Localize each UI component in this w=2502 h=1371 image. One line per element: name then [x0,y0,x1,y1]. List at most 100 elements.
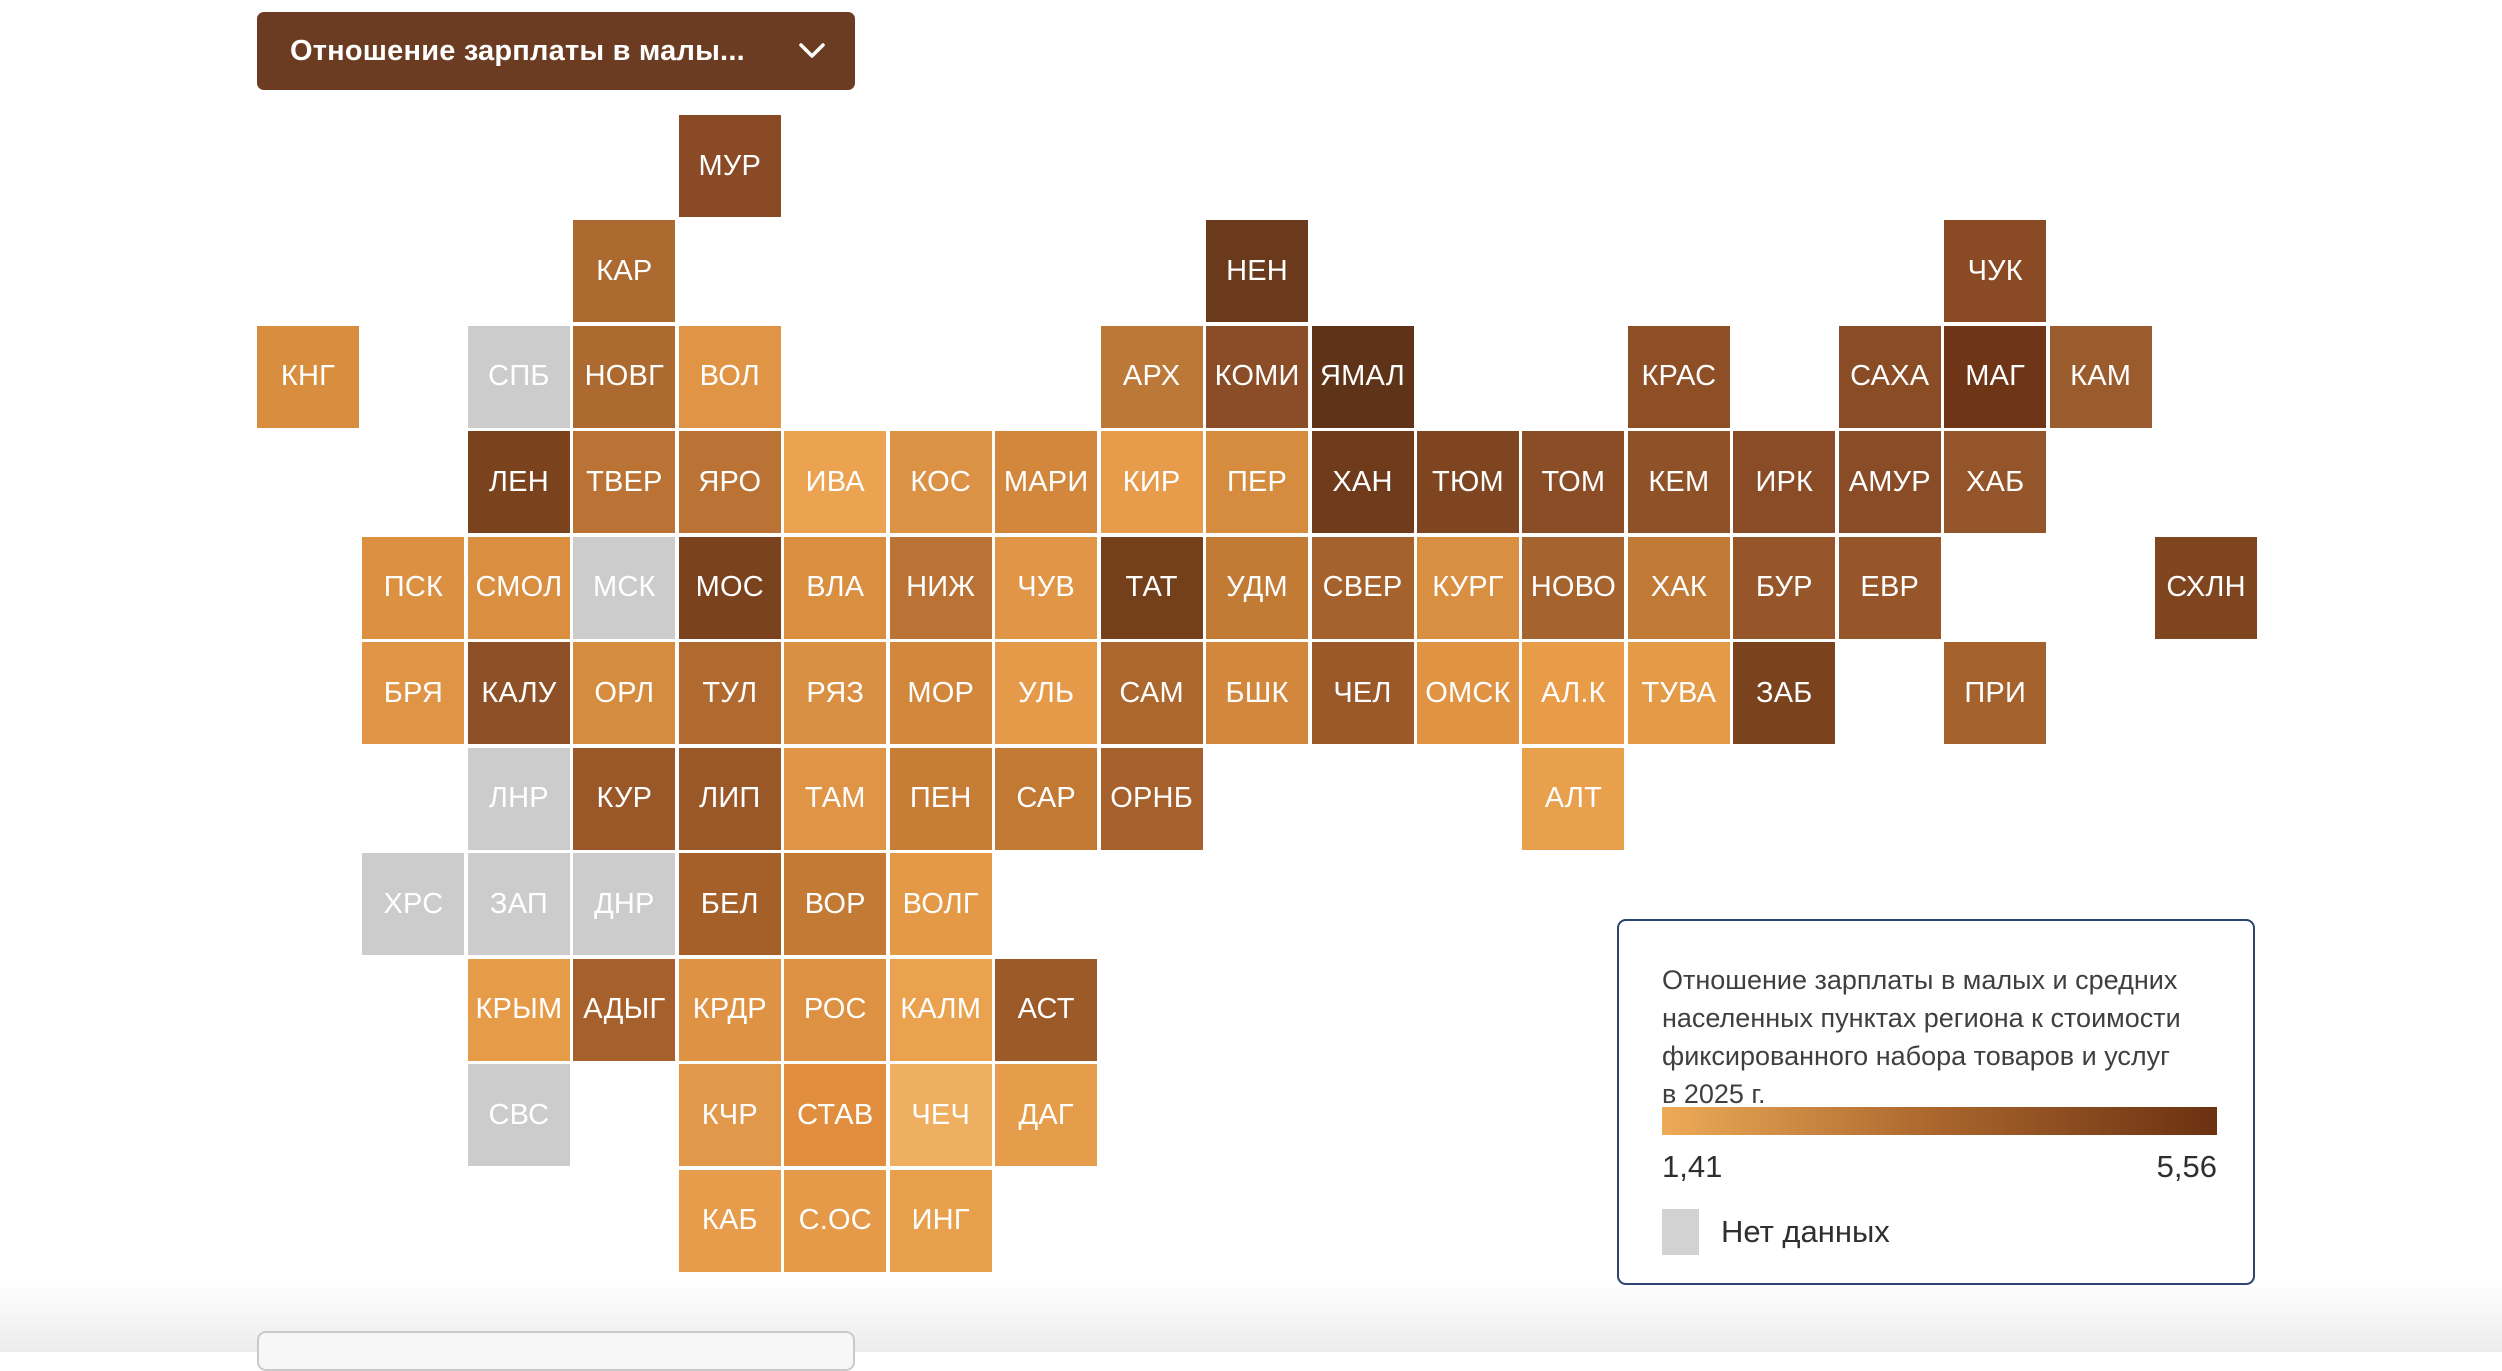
region-tile[interactable]: ДНР [573,853,676,956]
region-tile[interactable]: СВЕР [1311,536,1414,639]
region-tile-label: ТОМ [1541,465,1606,498]
region-tile[interactable]: ПЕН [889,747,992,850]
region-tile[interactable]: БРЯ [362,642,465,745]
region-tile[interactable]: ЛЕН [467,431,570,534]
region-tile[interactable]: КИР [1100,431,1203,534]
region-tile[interactable]: КУРГ [1416,536,1519,639]
region-tile[interactable]: ОРНБ [1100,747,1203,850]
region-tile[interactable]: СТАВ [784,1064,887,1167]
region-tile[interactable]: НОВО [1522,536,1625,639]
region-tile[interactable]: КАР [573,220,676,323]
region-tile[interactable]: ВЛА [784,536,887,639]
region-tile[interactable]: ОРЛ [573,642,676,745]
region-tile[interactable]: УДМ [1206,536,1309,639]
region-tile[interactable]: БШК [1206,642,1309,745]
region-tile[interactable]: АМУР [1838,431,1941,534]
region-tile[interactable]: ЧЕЧ [889,1064,992,1167]
region-tile[interactable]: ВОЛГ [889,853,992,956]
region-tile[interactable]: ПСК [362,536,465,639]
region-tile[interactable]: МОР [889,642,992,745]
region-tile[interactable]: НИЖ [889,536,992,639]
region-tile[interactable]: ТУЛ [678,642,781,745]
region-tile[interactable]: ЧЕЛ [1311,642,1414,745]
region-tile[interactable]: САР [995,747,1098,850]
region-tile[interactable]: КЧР [678,1064,781,1167]
region-tile[interactable]: КОМИ [1206,325,1309,428]
region-tile[interactable]: ТУВА [1627,642,1730,745]
region-tile[interactable]: КУР [573,747,676,850]
region-tile[interactable]: СВС [467,1064,570,1167]
region-tile[interactable]: КРДР [678,958,781,1061]
region-tile[interactable]: ЧУК [1944,220,2047,323]
region-tile[interactable]: ТОМ [1522,431,1625,534]
region-tile[interactable]: МСК [573,536,676,639]
region-tile-label: НОВГ [584,360,665,393]
region-tile[interactable]: ЯМАЛ [1311,325,1414,428]
region-tile[interactable]: АРХ [1100,325,1203,428]
region-tile[interactable]: ТЮМ [1416,431,1519,534]
legend-min-label: 1,41 [1662,1149,1723,1184]
region-tile[interactable]: ЗАБ [1733,642,1836,745]
region-tile[interactable]: БЕЛ [678,853,781,956]
region-tile[interactable]: УЛЬ [995,642,1098,745]
region-tile[interactable]: КАБ [678,1169,781,1272]
region-tile[interactable]: КНГ [257,325,359,428]
region-tile-label: КРАС [1641,360,1717,393]
region-tile[interactable]: СМОЛ [467,536,570,639]
region-tile[interactable]: ОМСК [1416,642,1519,745]
region-tile[interactable]: ИРК [1733,431,1836,534]
region-tile[interactable]: АСТ [995,958,1098,1061]
region-tile[interactable]: КАЛМ [889,958,992,1061]
region-tile[interactable]: АЛ.К [1522,642,1625,745]
region-tile[interactable]: ПЕР [1206,431,1309,534]
region-tile[interactable]: САХА [1838,325,1941,428]
bottom-dropdown-partial[interactable] [257,1331,855,1371]
region-tile[interactable]: ЗАП [467,853,570,956]
region-tile[interactable]: ХРС [362,853,465,956]
region-tile[interactable]: РОС [784,958,887,1061]
region-tile[interactable]: МАРИ [995,431,1098,534]
region-tile[interactable]: ТАТ [1100,536,1203,639]
region-tile[interactable]: ПРИ [1944,642,2047,745]
region-tile[interactable]: ВОЛ [678,325,781,428]
region-tile[interactable]: НОВГ [573,325,676,428]
region-tile[interactable]: КРАС [1627,325,1730,428]
region-tile[interactable]: ИВА [784,431,887,534]
region-tile-label: НЕН [1226,254,1288,287]
region-tile[interactable]: ВОР [784,853,887,956]
region-tile[interactable]: СПБ [467,325,570,428]
region-tile[interactable]: ЛИП [678,747,781,850]
region-tile-label: КАЛМ [900,993,982,1026]
region-tile[interactable]: КАЛУ [467,642,570,745]
metric-dropdown[interactable]: Отношение зарплаты в малы... [257,12,855,90]
region-tile[interactable]: РЯЗ [784,642,887,745]
region-tile[interactable]: КРЫМ [467,958,570,1061]
region-tile[interactable]: ИНГ [889,1169,992,1272]
region-tile-label: АМУР [1848,465,1931,498]
region-tile[interactable]: ЧУВ [995,536,1098,639]
region-tile[interactable]: СХЛН [2155,536,2258,639]
region-tile[interactable]: САМ [1100,642,1203,745]
region-tile[interactable]: МУР [678,115,781,217]
region-tile[interactable]: ХАБ [1944,431,2047,534]
region-tile[interactable]: КАМ [2049,325,2152,428]
region-tile[interactable]: БУР [1733,536,1836,639]
region-tile[interactable]: ЕВР [1838,536,1941,639]
region-tile[interactable]: КЕМ [1627,431,1730,534]
region-tile[interactable]: АДЫГ [573,958,676,1061]
region-tile[interactable]: КОС [889,431,992,534]
region-tile[interactable]: ХАК [1627,536,1730,639]
region-tile[interactable]: МАГ [1944,325,2047,428]
legend-range: 1,41 5,56 [1662,1149,2217,1185]
region-tile-label: АСТ [1017,993,1075,1026]
region-tile[interactable]: НЕН [1206,220,1309,323]
region-tile[interactable]: ДАГ [995,1064,1098,1167]
region-tile[interactable]: АЛТ [1522,747,1625,850]
region-tile[interactable]: ТВЕР [573,431,676,534]
region-tile[interactable]: ХАН [1311,431,1414,534]
region-tile[interactable]: С.ОС [784,1169,887,1272]
region-tile[interactable]: ЛНР [467,747,570,850]
region-tile[interactable]: ЯРО [678,431,781,534]
region-tile[interactable]: ТАМ [784,747,887,850]
region-tile[interactable]: МОС [678,536,781,639]
